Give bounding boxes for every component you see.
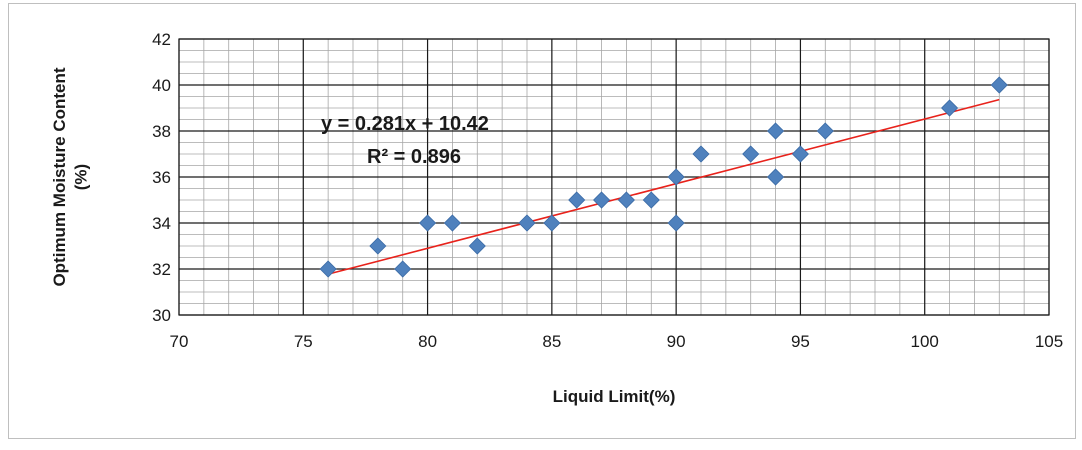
data-point bbox=[642, 191, 660, 209]
x-tick-label: 70 bbox=[170, 332, 189, 351]
y-tick-label: 34 bbox=[152, 214, 171, 233]
data-point bbox=[593, 191, 611, 209]
data-point bbox=[767, 122, 785, 140]
y-tick-label: 38 bbox=[152, 122, 171, 141]
data-point bbox=[319, 260, 337, 278]
y-axis-title: Optimum Moisture Content (%) bbox=[50, 67, 90, 286]
data-points bbox=[319, 76, 1008, 278]
trendline-equation: y = 0.281x + 10.42 bbox=[321, 113, 489, 135]
data-point bbox=[543, 214, 561, 232]
data-point bbox=[394, 260, 412, 278]
scatter-chart: 70 75 80 85 90 95 100 105 30 32 34 36 38 40 42 y = 0.… bbox=[50, 30, 1064, 406]
data-point bbox=[419, 214, 437, 232]
y-axis-title-line1: Optimum Moisture Content bbox=[50, 67, 69, 286]
major-gridlines bbox=[178, 38, 1050, 316]
y-tick-label: 32 bbox=[152, 260, 171, 279]
data-point bbox=[742, 145, 760, 163]
y-tick-label: 40 bbox=[152, 76, 171, 95]
x-axis-tick-labels: 70 75 80 85 90 95 100 105 bbox=[170, 332, 1064, 351]
y-axis-tick-labels: 30 32 34 36 38 40 42 bbox=[152, 30, 171, 325]
plot-area-border bbox=[178, 38, 1050, 316]
x-tick-label: 75 bbox=[294, 332, 313, 351]
x-tick-label: 100 bbox=[911, 332, 939, 351]
y-tick-label: 36 bbox=[152, 168, 171, 187]
data-point bbox=[468, 237, 486, 255]
data-point bbox=[816, 122, 834, 140]
trendline-r2: R² = 0.896 bbox=[367, 146, 461, 168]
data-point bbox=[443, 214, 461, 232]
x-tick-label: 85 bbox=[542, 332, 561, 351]
data-point bbox=[791, 145, 809, 163]
x-tick-label: 95 bbox=[791, 332, 810, 351]
data-point bbox=[767, 168, 785, 186]
data-point bbox=[990, 76, 1008, 94]
data-point bbox=[518, 214, 536, 232]
y-tick-label: 30 bbox=[152, 306, 171, 325]
data-point bbox=[369, 237, 387, 255]
data-point bbox=[568, 191, 586, 209]
x-axis-title: Liquid Limit(%) bbox=[553, 387, 676, 406]
data-point bbox=[667, 214, 685, 232]
chart-area: 70 75 80 85 90 95 100 105 30 32 34 36 38 40 42 y = 0.… bbox=[8, 3, 1076, 439]
data-point bbox=[941, 99, 959, 117]
data-point bbox=[692, 145, 710, 163]
data-point bbox=[617, 191, 635, 209]
x-tick-label: 90 bbox=[667, 332, 686, 351]
x-tick-label: 80 bbox=[418, 332, 437, 351]
trendline bbox=[327, 98, 1000, 275]
x-tick-label: 105 bbox=[1035, 332, 1063, 351]
y-tick-label: 42 bbox=[152, 30, 171, 49]
data-point bbox=[667, 168, 685, 186]
y-axis-title-line2: (%) bbox=[71, 164, 90, 190]
